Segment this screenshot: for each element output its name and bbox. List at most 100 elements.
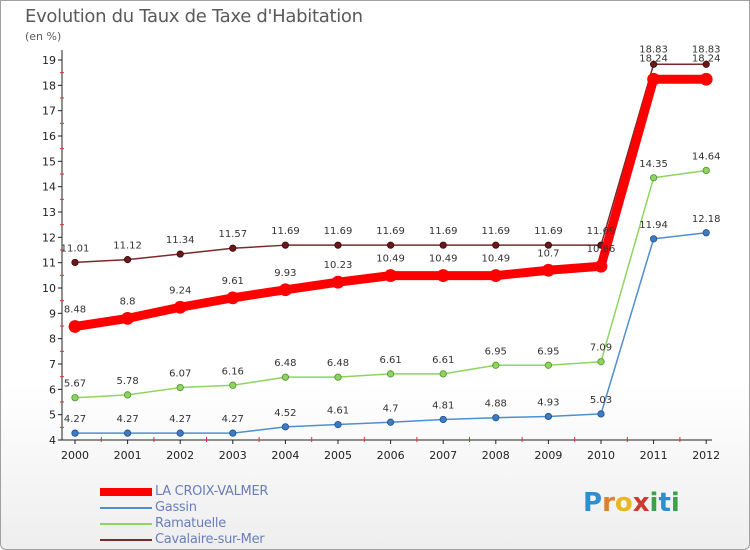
logo-letter: x [632, 488, 650, 518]
data-label-cavalaire-sur-mer: 11.69 [376, 226, 405, 237]
data-label-la-croix-valmer: 10.49 [481, 254, 510, 265]
y-tick-label: 5 [49, 409, 56, 422]
data-label-gassin: 12.18 [692, 214, 721, 225]
series-cavalaire-sur-mer [71, 60, 710, 267]
y-tick-label: 16 [42, 130, 56, 143]
data-point-gassin [702, 229, 710, 237]
logo-letter: i [670, 488, 680, 518]
data-label-cavalaire-sur-mer: 11.57 [218, 229, 247, 240]
data-point-la-croix-valmer [542, 263, 555, 277]
data-label-ramatuelle: 6.95 [485, 346, 507, 357]
data-label-ramatuelle: 5.67 [64, 379, 86, 390]
data-label-gassin: 4.93 [537, 397, 559, 408]
y-tick-label: 7 [49, 358, 56, 371]
data-label-la-croix-valmer: 18.24 [692, 53, 721, 64]
data-label-la-croix-valmer: 9.93 [274, 268, 296, 279]
data-label-la-croix-valmer: 10.23 [324, 260, 353, 271]
legend-label: Gassin [155, 500, 197, 515]
data-label-gassin: 4.81 [432, 400, 454, 411]
x-tick-label: 2001 [114, 449, 142, 462]
data-point-gassin [334, 420, 342, 429]
y-tick-label: 14 [42, 181, 56, 194]
data-point-gassin [439, 415, 447, 424]
data-point-ramatuelle [281, 373, 289, 381]
data-point-ramatuelle [334, 373, 342, 381]
data-label-ramatuelle: 14.64 [692, 151, 721, 162]
x-tick-label: 2003 [219, 449, 247, 462]
x-tick-label: 2009 [534, 449, 562, 462]
y-tick-label: 19 [42, 54, 56, 67]
data-label-gassin: 4.27 [169, 414, 191, 425]
data-label-la-croix-valmer: 8.8 [120, 296, 136, 307]
logo-letter: P [583, 488, 603, 518]
data-label-gassin: 4.7 [383, 403, 399, 414]
x-tick-label: 2000 [61, 449, 89, 462]
chart-unit-label: (en %) [25, 30, 62, 43]
data-point-ramatuelle [176, 383, 184, 392]
data-point-cavalaire-sur-mer [229, 244, 237, 252]
data-label-ramatuelle: 6.48 [327, 358, 349, 369]
data-label-gassin: 11.94 [639, 220, 668, 231]
data-point-la-croix-valmer [699, 72, 713, 86]
data-label-la-croix-valmer: 10.49 [376, 254, 405, 265]
data-point-cavalaire-sur-mer [124, 256, 132, 264]
data-label-la-croix-valmer: 8.48 [64, 305, 86, 316]
data-point-cavalaire-sur-mer [702, 60, 710, 68]
data-label-la-croix-valmer: 9.24 [169, 285, 191, 296]
chart-title: Evolution du Taux de Taxe d'Habitation [25, 6, 363, 27]
data-point-ramatuelle [492, 361, 500, 369]
data-point-la-croix-valmer [173, 300, 187, 314]
y-tick-label: 10 [42, 282, 56, 295]
data-label-cavalaire-sur-mer: 11.69 [271, 226, 300, 237]
data-label-la-croix-valmer: 10.49 [429, 254, 458, 265]
y-tick-label: 18 [42, 79, 56, 92]
data-label-ramatuelle: 6.61 [432, 355, 454, 366]
data-point-gassin [649, 235, 658, 243]
x-tick-label: 2008 [482, 449, 510, 462]
data-label-cavalaire-sur-mer: 11.69 [587, 226, 616, 237]
y-tick-label: 13 [42, 206, 56, 219]
data-label-gassin: 4.27 [222, 414, 244, 425]
series-la-croix-valmer [68, 72, 713, 333]
data-point-la-croix-valmer [278, 283, 292, 297]
data-point-gassin [386, 418, 395, 426]
data-point-ramatuelle [229, 381, 237, 389]
data-label-ramatuelle: 14.35 [639, 159, 668, 170]
data-point-la-croix-valmer [68, 320, 82, 333]
data-label-ramatuelle: 6.95 [537, 346, 559, 357]
data-label-cavalaire-sur-mer: 11.69 [534, 226, 563, 237]
data-point-la-croix-valmer [489, 269, 503, 282]
legend-swatch [100, 523, 152, 525]
data-point-cavalaire-sur-mer [281, 241, 289, 249]
data-point-ramatuelle [386, 370, 395, 378]
data-label-gassin: 4.27 [116, 414, 138, 425]
x-tick-label: 2010 [587, 449, 615, 462]
data-point-gassin [71, 429, 79, 437]
data-point-ramatuelle [597, 358, 605, 366]
data-label-gassin: 4.52 [274, 408, 296, 419]
x-tick-label: 2004 [271, 449, 299, 462]
data-point-cavalaire-sur-mer [386, 241, 395, 249]
data-point-cavalaire-sur-mer [176, 250, 184, 258]
data-label-ramatuelle: 5.78 [116, 376, 138, 387]
data-label-cavalaire-sur-mer: 18.83 [692, 44, 721, 55]
x-tick-label: 2002 [166, 449, 194, 462]
logo-letter: r [602, 488, 615, 518]
data-label-cavalaire-sur-mer: 11.01 [61, 243, 90, 254]
data-point-gassin [597, 410, 605, 418]
legend-swatch [100, 539, 152, 541]
data-point-la-croix-valmer [331, 275, 345, 289]
data-label-gassin: 5.03 [590, 395, 612, 406]
y-tick-label: 17 [42, 105, 56, 118]
data-point-cavalaire-sur-mer [649, 60, 658, 68]
y-tick-label: 4 [49, 434, 56, 447]
y-tick-label: 9 [49, 307, 56, 320]
series-gassin [71, 229, 710, 437]
data-point-cavalaire-sur-mer [544, 241, 553, 249]
data-label-gassin: 4.61 [327, 406, 349, 417]
data-point-cavalaire-sur-mer [492, 241, 500, 249]
data-point-cavalaire-sur-mer [439, 241, 447, 249]
data-label-ramatuelle: 6.16 [222, 366, 244, 377]
data-point-ramatuelle [71, 394, 79, 402]
y-tick-label: 6 [49, 383, 56, 396]
